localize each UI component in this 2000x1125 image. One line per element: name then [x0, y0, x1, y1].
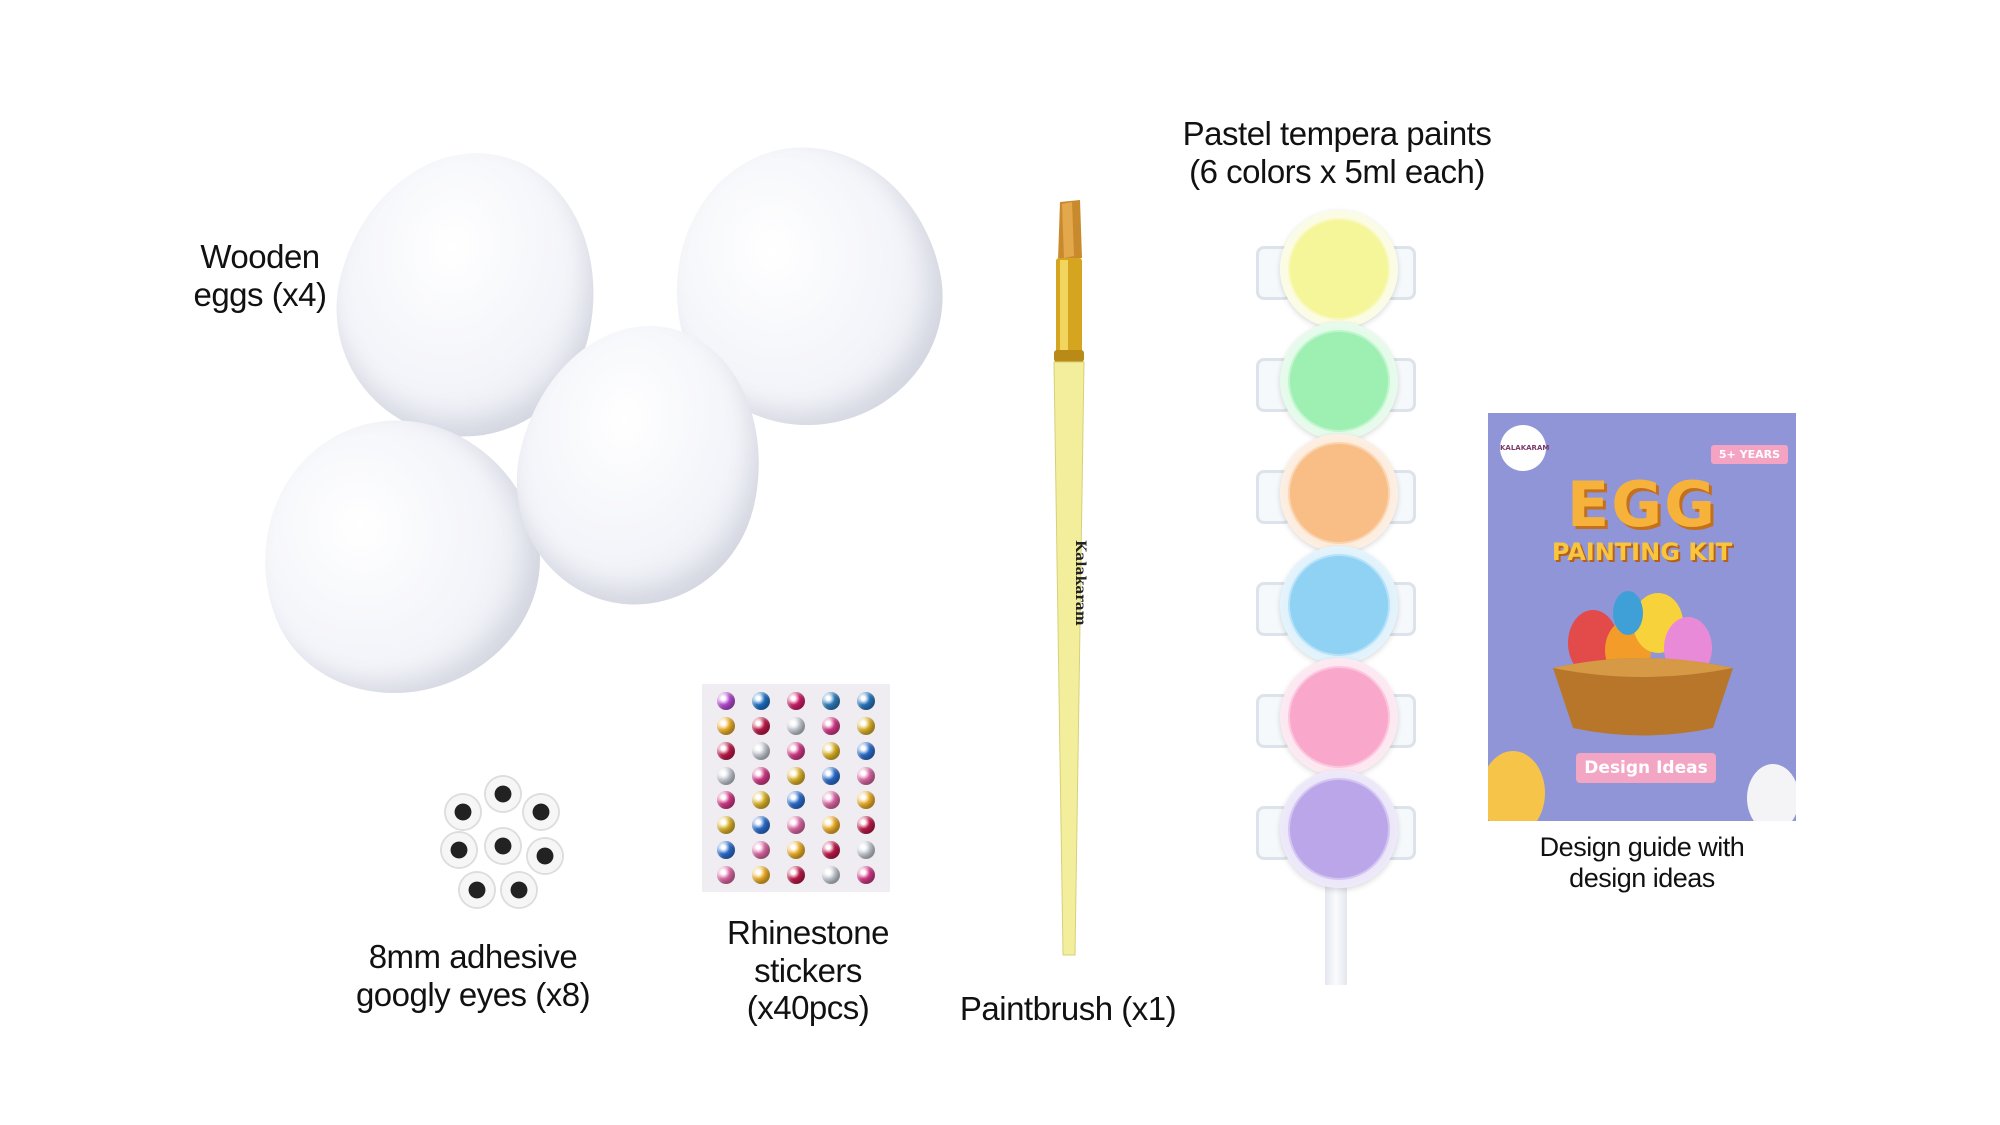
googly-eye: [486, 829, 520, 863]
paint-pot: [1280, 210, 1398, 328]
wooden-eggs-label: Wooden eggs (x4): [193, 238, 327, 313]
rhinestone-gem: [857, 716, 875, 735]
rhinestone-gem: [857, 841, 875, 860]
rhinestone-gem: [787, 716, 805, 735]
paint-pot: [1280, 434, 1398, 552]
rhinestone-gem: [717, 841, 735, 860]
googly-eye: [528, 839, 562, 873]
rhinestone-gem: [752, 691, 770, 710]
googly-eyes-cluster: [432, 777, 572, 912]
paint-pot: [1280, 658, 1398, 776]
rhinestone-gem: [752, 741, 770, 760]
googly-eye: [460, 873, 494, 907]
rhinestone-gem: [752, 716, 770, 735]
rhinestone-gem: [787, 866, 805, 885]
paintbrush-label: Paintbrush (x1): [959, 990, 1177, 1028]
rhinestone-gem: [787, 741, 805, 760]
rhinestone-gem: [822, 691, 840, 710]
egg-basket-illustration: [1553, 591, 1733, 736]
rhinestone-gem: [857, 741, 875, 760]
paints-label: Pastel tempera paints (6 colors x 5ml ea…: [1183, 115, 1492, 190]
googly-eye: [446, 795, 480, 829]
rhinestone-gem: [822, 816, 840, 835]
rhinestone-gem: [822, 791, 840, 810]
rhinestone-gem: [857, 866, 875, 885]
rhinestone-gem: [822, 841, 840, 860]
booklet-label-line: Design guide with: [1539, 832, 1745, 862]
paint-pot-rim: [1280, 658, 1398, 776]
paint-pot-rim: [1280, 210, 1398, 328]
rhinestone-gem: [857, 791, 875, 810]
rhinestone-gem: [822, 866, 840, 885]
paint-pot: [1280, 322, 1398, 440]
rhinestones-label-line: (x40pcs): [746, 989, 870, 1027]
paint-pot-rim: [1280, 322, 1398, 440]
brand-logo: KALAKARAM: [1500, 425, 1549, 471]
rhinestone-gem: [752, 866, 770, 885]
rhinestone-gem: [857, 691, 875, 710]
googly-eye: [502, 873, 536, 907]
googly-eyes-label-line: 8mm adhesive: [368, 938, 578, 975]
rhinestone-gem: [717, 791, 735, 810]
rhinestone-gem: [857, 766, 875, 785]
booklet-title: EGG: [1566, 468, 1718, 541]
googly-eye: [486, 777, 520, 811]
googly-eyes-label-line: googly eyes (x8): [355, 975, 591, 1013]
rhinestones-label-line: Rhinestone: [727, 914, 889, 951]
paint-pot-rim: [1280, 770, 1398, 888]
rhinestone-gem: [822, 741, 840, 760]
rhinestone-gem: [752, 766, 770, 785]
age-badge: 5+ YEARS: [1710, 445, 1788, 464]
rhinestone-gem: [752, 791, 770, 810]
paintbrush-brand: Kalakaram: [1072, 540, 1088, 626]
wooden-eggs-label-line: eggs (x4): [193, 275, 327, 313]
decor-egg-icon: [1747, 764, 1796, 821]
booklet-subtitle: PAINTING KIT: [1551, 538, 1733, 566]
googly-eyes-label: 8mm adhesive googly eyes (x8): [355, 938, 591, 1013]
rhinestone-gem: [787, 766, 805, 785]
paint-pot: [1280, 770, 1398, 888]
rhinestone-gem: [752, 816, 770, 835]
rhinestones-label-line: stickers: [754, 951, 862, 989]
rhinestone-gem: [787, 691, 805, 710]
googly-eye: [524, 795, 558, 829]
rhinestone-gem: [752, 841, 770, 860]
wooden-egg: [223, 381, 576, 731]
paintbrush-label-line: Paintbrush (x1): [959, 990, 1177, 1027]
googly-eye: [442, 833, 476, 867]
rhinestone-gem: [717, 866, 735, 885]
rhinestone-gem: [787, 791, 805, 810]
rhinestone-gem: [787, 816, 805, 835]
rhinestone-gem: [717, 716, 735, 735]
paint-pot-rim: [1280, 434, 1398, 552]
rhinestones-label: Rhinestone stickers (x40pcs): [727, 914, 889, 1027]
paints-label-line: (6 colors x 5ml each): [1189, 152, 1485, 190]
wooden-eggs-label-line: Wooden: [200, 238, 320, 275]
rhinestone-gem: [822, 716, 840, 735]
rhinestone-gem: [822, 766, 840, 785]
rhinestone-gem: [717, 691, 735, 710]
decor-egg-icon: [1488, 751, 1545, 821]
paints-label-line: Pastel tempera paints: [1182, 115, 1492, 152]
rhinestone-gem: [857, 816, 875, 835]
rhinestone-sticker-sheet: [702, 684, 890, 892]
rhinestone-gem: [717, 766, 735, 785]
paint-pot-rim: [1280, 546, 1398, 664]
booklet-label: Design guide with design ideas: [1540, 832, 1745, 894]
paintbrush: Kalakaram: [1053, 200, 1088, 956]
booklet-label-line: design ideas: [1569, 862, 1715, 893]
design-ideas-tag: Design Ideas: [1576, 753, 1716, 783]
design-guide-booklet: KALAKARAM 5+ YEARS EGG PAINTING KIT Desi…: [1488, 413, 1796, 821]
paint-pot: [1280, 546, 1398, 664]
rhinestone-gem: [787, 841, 805, 860]
rhinestone-gem: [717, 816, 735, 835]
rhinestone-gem: [717, 741, 735, 760]
